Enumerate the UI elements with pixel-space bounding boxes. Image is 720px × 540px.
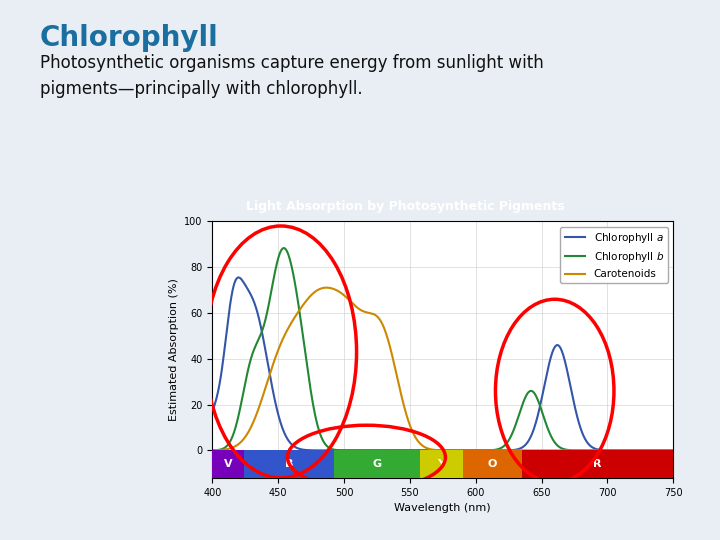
Text: V: V xyxy=(224,459,233,469)
Bar xyxy=(522,450,673,478)
Bar xyxy=(244,450,333,478)
Text: Light Absorption by Photosynthetic Pigments: Light Absorption by Photosynthetic Pigme… xyxy=(246,200,564,213)
Text: Y: Y xyxy=(438,459,446,469)
Text: R: R xyxy=(593,459,602,469)
Text: O: O xyxy=(487,459,497,469)
Bar xyxy=(420,450,462,478)
Text: B: B xyxy=(284,459,293,469)
Bar xyxy=(462,450,522,478)
X-axis label: Wavelength (nm): Wavelength (nm) xyxy=(395,503,491,513)
Legend: Chlorophyll $a$, Chlorophyll $b$, Carotenoids: Chlorophyll $a$, Chlorophyll $b$, Carote… xyxy=(560,227,668,284)
Bar xyxy=(333,450,420,478)
Text: Chlorophyll: Chlorophyll xyxy=(40,24,218,52)
Y-axis label: Estimated Absorption (%): Estimated Absorption (%) xyxy=(168,278,179,421)
Text: Photosynthetic organisms capture energy from sunlight with
pigments—principally : Photosynthetic organisms capture energy … xyxy=(40,54,544,98)
Text: G: G xyxy=(372,459,382,469)
Bar xyxy=(212,450,244,478)
